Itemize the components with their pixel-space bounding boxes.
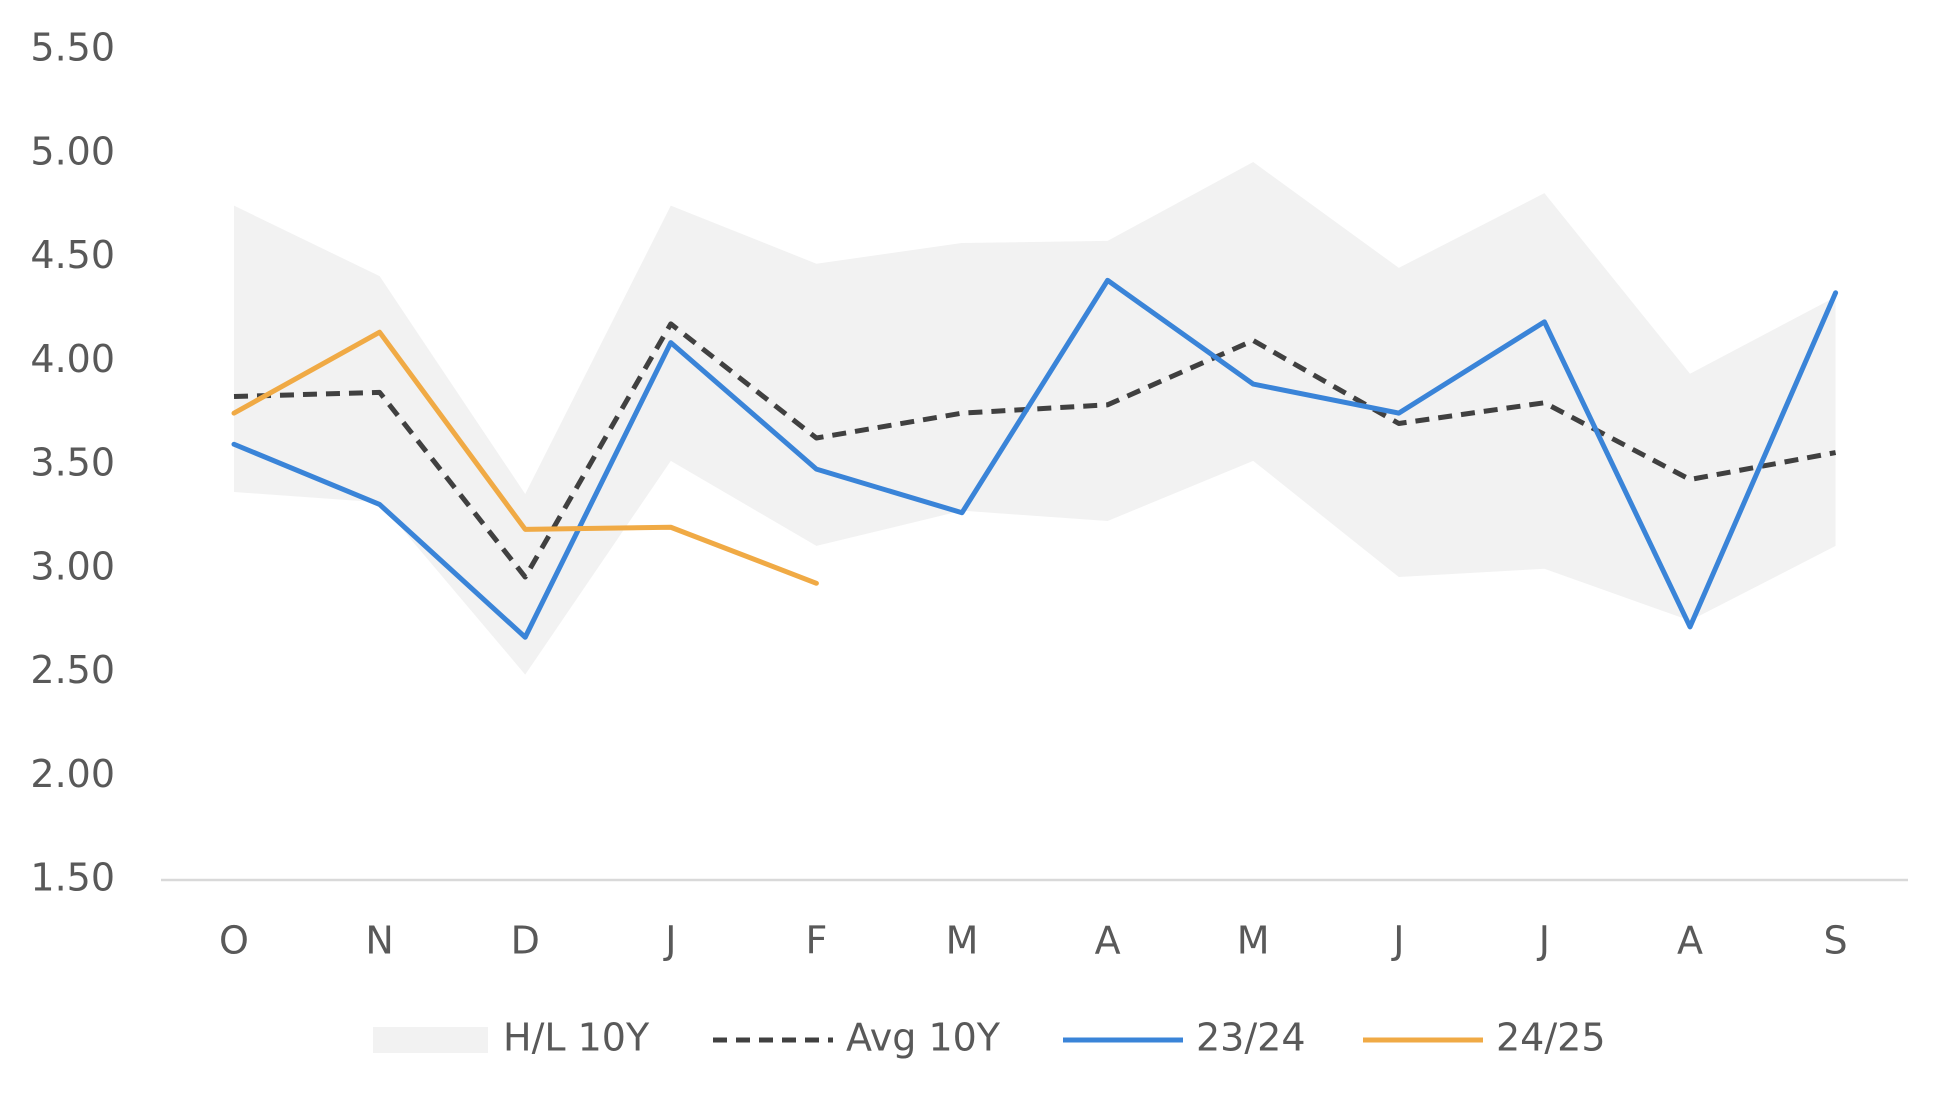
x-tick-label: M [1237, 919, 1270, 963]
x-tick-label: A [1677, 919, 1703, 963]
y-tick-label: 2.00 [30, 752, 115, 796]
y-tick-label: 2.50 [30, 648, 115, 692]
legend-label: H/L 10Y [503, 1016, 650, 1060]
x-tick-label: F [805, 919, 827, 963]
y-tick-label: 1.50 [30, 856, 115, 900]
x-tick-label: J [1537, 919, 1550, 963]
series-line [231, 277, 1839, 640]
x-tick-label: M [946, 919, 979, 963]
y-tick-label: 5.00 [30, 129, 115, 173]
legend-swatch [373, 1027, 488, 1053]
band-area [234, 162, 1836, 675]
x-tick-label: A [1095, 919, 1121, 963]
y-tick-label: 4.00 [30, 337, 115, 381]
series-line [231, 329, 819, 586]
y-tick-label: 3.00 [30, 544, 115, 588]
x-tick-label: S [1824, 919, 1848, 963]
legend-label: 24/25 [1496, 1016, 1606, 1060]
x-tick-label: O [219, 919, 249, 963]
y-tick-label: 4.50 [30, 233, 115, 277]
y-tick-label: 5.50 [30, 26, 115, 70]
y-tick-label: 3.50 [30, 441, 115, 485]
legend-label: 23/24 [1196, 1016, 1306, 1060]
x-tick-label: D [511, 919, 540, 963]
x-tick-label: J [1391, 919, 1404, 963]
x-tick-label: J [663, 919, 676, 963]
x-tick-label: N [365, 919, 393, 963]
legend-label: Avg 10Y [846, 1016, 1001, 1060]
